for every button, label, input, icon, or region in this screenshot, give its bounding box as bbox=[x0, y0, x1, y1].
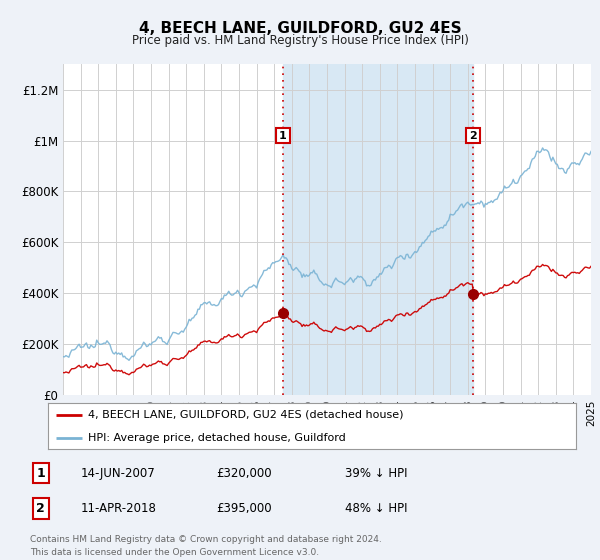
Text: 2: 2 bbox=[37, 502, 45, 515]
Text: 39% ↓ HPI: 39% ↓ HPI bbox=[345, 466, 407, 480]
Text: 1: 1 bbox=[37, 466, 45, 480]
Text: £320,000: £320,000 bbox=[216, 466, 272, 480]
Bar bbox=[283, 64, 473, 395]
Text: 14-JUN-2007: 14-JUN-2007 bbox=[81, 466, 156, 480]
Text: Price paid vs. HM Land Registry's House Price Index (HPI): Price paid vs. HM Land Registry's House … bbox=[131, 34, 469, 46]
Text: 11-APR-2018: 11-APR-2018 bbox=[81, 502, 157, 515]
Text: 4, BEECH LANE, GUILDFORD, GU2 4ES (detached house): 4, BEECH LANE, GUILDFORD, GU2 4ES (detac… bbox=[88, 410, 403, 419]
Text: 48% ↓ HPI: 48% ↓ HPI bbox=[345, 502, 407, 515]
Text: 2: 2 bbox=[469, 130, 477, 141]
Text: £395,000: £395,000 bbox=[216, 502, 272, 515]
Text: Contains HM Land Registry data © Crown copyright and database right 2024.
This d: Contains HM Land Registry data © Crown c… bbox=[30, 535, 382, 557]
Text: HPI: Average price, detached house, Guildford: HPI: Average price, detached house, Guil… bbox=[88, 433, 346, 442]
Text: 1: 1 bbox=[279, 130, 287, 141]
Text: 4, BEECH LANE, GUILDFORD, GU2 4ES: 4, BEECH LANE, GUILDFORD, GU2 4ES bbox=[139, 21, 461, 36]
